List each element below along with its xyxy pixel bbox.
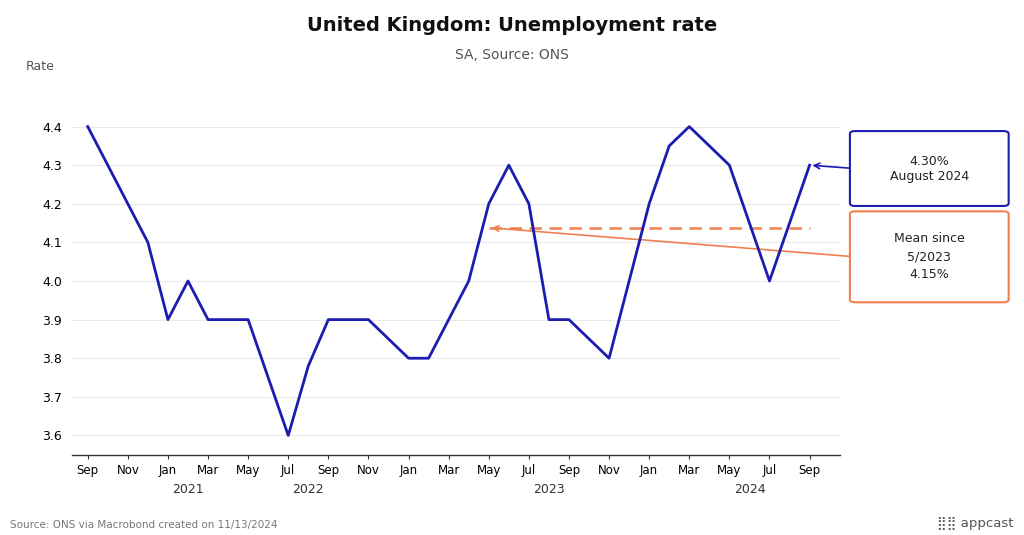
- Text: Rate: Rate: [26, 60, 54, 73]
- Text: 2022: 2022: [293, 483, 325, 496]
- Text: 2024: 2024: [733, 483, 765, 496]
- Text: Mean since
5/2023
4.15%: Mean since 5/2023 4.15%: [894, 232, 965, 281]
- Text: United Kingdom: Unemployment rate: United Kingdom: Unemployment rate: [307, 16, 717, 35]
- Text: 2023: 2023: [534, 483, 564, 496]
- Text: 2021: 2021: [172, 483, 204, 496]
- Text: ⣿⣿ appcast: ⣿⣿ appcast: [937, 517, 1014, 530]
- Text: SA, Source: ONS: SA, Source: ONS: [455, 48, 569, 62]
- Text: Source: ONS via Macrobond created on 11/13/2024: Source: ONS via Macrobond created on 11/…: [10, 519, 278, 530]
- Text: 4.30%
August 2024: 4.30% August 2024: [890, 155, 969, 182]
